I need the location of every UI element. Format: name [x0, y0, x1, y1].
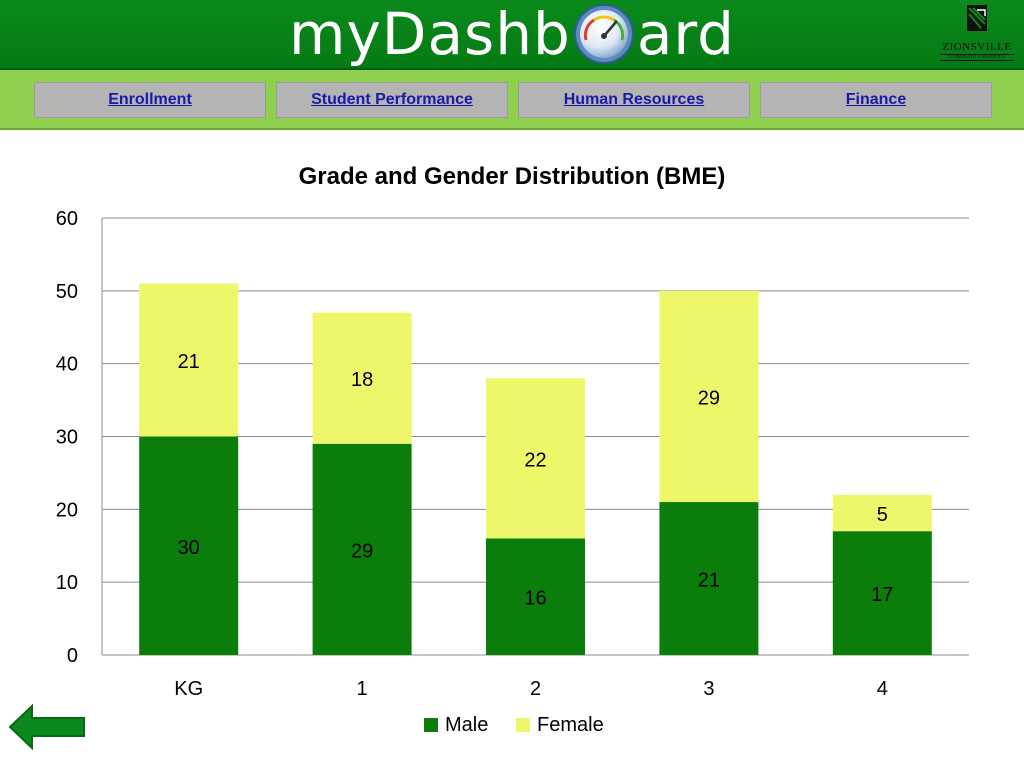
legend-label-female: Female [537, 714, 604, 736]
y-tick-label: 0 [67, 645, 78, 667]
bar-male-3 [659, 502, 759, 655]
data-label: 17 [871, 584, 893, 606]
nav-student-performance[interactable]: Student Performance [276, 82, 508, 118]
data-label: 29 [351, 540, 373, 562]
school-subtitle: COMMUNITY SCHOOLS [940, 54, 1014, 61]
data-label: 22 [524, 449, 546, 471]
bar-male-4 [832, 531, 932, 655]
bar-male-kg [139, 436, 239, 655]
logo-text-right: ard [636, 0, 735, 68]
legend-label-male: Male [445, 714, 488, 736]
data-label: 30 [178, 537, 200, 559]
eagle-icon [967, 5, 987, 31]
app-logo: myDashb ard [0, 0, 1024, 70]
data-label: 29 [698, 387, 720, 409]
back-button[interactable] [8, 703, 86, 751]
y-tick-label: 40 [56, 354, 78, 376]
nav-bar: Enrollment Student Performance Human Res… [0, 70, 1024, 130]
y-tick-label: 50 [56, 281, 78, 303]
x-tick-label: 2 [530, 678, 541, 700]
bar-male-2 [486, 538, 585, 655]
data-label: 18 [351, 369, 373, 391]
y-tick-label: 20 [56, 499, 78, 521]
y-tick-label: 30 [56, 427, 78, 449]
y-tick-label: 60 [56, 208, 78, 230]
bar-female-2 [486, 378, 585, 539]
chart-title: Grade and Gender Distribution (BME) [299, 163, 726, 190]
nav-enrollment[interactable]: Enrollment [34, 82, 266, 118]
bar-female-4 [832, 494, 932, 532]
data-label: 16 [524, 588, 546, 610]
y-tick-label: 10 [56, 572, 78, 594]
nav-human-resources[interactable]: Human Resources [518, 82, 750, 118]
x-tick-label: KG [174, 678, 203, 700]
legend-swatch-female [516, 718, 530, 732]
grade-gender-chart: Grade and Gender Distribution (BME) 0 10 2… [56, 163, 969, 736]
bar-female-kg [139, 283, 239, 437]
bar-female-1 [312, 312, 412, 444]
data-label: 21 [178, 351, 200, 373]
logo-text-left: myDashb [288, 0, 571, 68]
bar-female-3 [659, 290, 759, 503]
school-name: ZIONSVILLE [942, 41, 1012, 53]
header-bar: myDashb ard [0, 0, 1024, 70]
data-label: 21 [698, 570, 720, 592]
x-tick-label: 3 [703, 678, 714, 700]
x-tick-label: 4 [877, 678, 888, 700]
legend-swatch-male [424, 718, 438, 732]
data-label: 5 [877, 504, 888, 526]
gauge-icon [572, 2, 636, 66]
school-logo: ZIONSVILLE COMMUNITY SCHOOLS [936, 4, 1018, 64]
back-arrow-icon [8, 703, 85, 751]
x-tick-label: 1 [357, 678, 368, 700]
bar-male-1 [312, 443, 412, 655]
nav-finance[interactable]: Finance [760, 82, 992, 118]
